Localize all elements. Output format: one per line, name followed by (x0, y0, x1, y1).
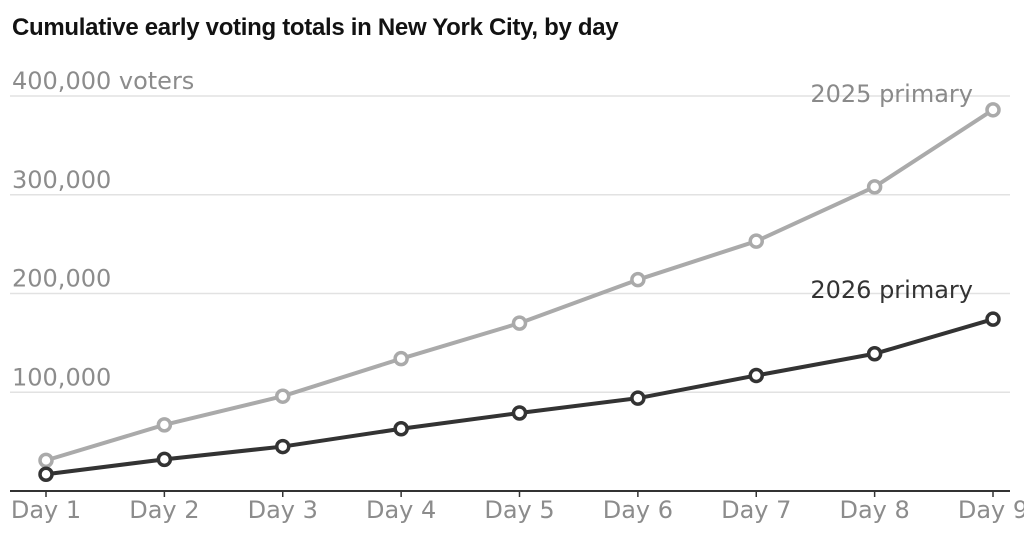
data-point (38, 466, 54, 482)
data-point (630, 390, 646, 406)
y-tick-label: 400,000 voters (12, 67, 194, 95)
gridlines (10, 95, 1010, 393)
data-point (748, 367, 764, 384)
series-2 (38, 311, 1001, 482)
data-point (275, 388, 291, 404)
data-point (275, 438, 291, 455)
series-labels: 2025 primary 2026 primary (810, 80, 973, 304)
data-point (511, 405, 528, 421)
y-tick-label: 100,000 (12, 363, 111, 391)
x-tick-label: Day 9 (958, 496, 1024, 524)
x-tick-label: Day 7 (721, 496, 791, 524)
series-label: 2026 primary (810, 276, 973, 304)
series-line (44, 317, 995, 477)
y-tick-label: 200,000 (12, 265, 111, 293)
x-tick-label: Day 3 (248, 496, 318, 524)
data-point (985, 102, 1001, 118)
data-point (748, 233, 764, 249)
chart-title: Cumulative early voting totals in New Yo… (12, 14, 619, 41)
y-axis-tick-labels: 400,000 voters 300,000 200,000 100,000 (12, 67, 194, 391)
x-tick-label: Day 2 (129, 496, 199, 524)
x-tick-label: Day 8 (839, 496, 909, 524)
data-point (38, 452, 54, 469)
data-point (156, 451, 173, 468)
data-point (156, 417, 173, 433)
series-lines (38, 102, 1001, 482)
data-point (393, 421, 409, 437)
x-tick-label: Day 6 (603, 496, 673, 524)
data-point (866, 345, 883, 362)
x-tick-label: Day 4 (366, 496, 436, 524)
data-point (393, 350, 409, 367)
x-tick-label: Day 1 (11, 496, 81, 524)
y-tick-label: 300,000 (12, 166, 111, 194)
data-point (511, 315, 528, 331)
x-axis-tick-labels: Day 1 Day 2 Day 3 Day 4 Day 5 Day 6 Day 7 Day 8… (11, 491, 1024, 524)
data-point (866, 179, 883, 195)
x-tick-label: Day 5 (484, 496, 554, 524)
series-1 (38, 102, 1001, 469)
data-point (985, 311, 1001, 327)
data-point (630, 271, 646, 288)
series-label: 2025 primary (810, 80, 973, 108)
